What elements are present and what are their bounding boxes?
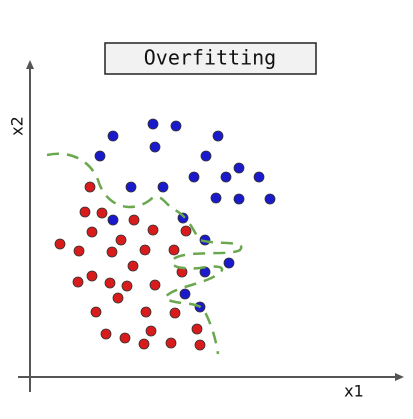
- data-point: [79, 206, 91, 218]
- data-point: [170, 120, 182, 132]
- title-box: [104, 42, 317, 75]
- data-point: [72, 276, 84, 288]
- data-point: [86, 226, 98, 238]
- data-point: [169, 307, 181, 319]
- x-axis-label: x1: [344, 382, 364, 401]
- data-point: [140, 306, 152, 318]
- data-point: [145, 325, 157, 337]
- data-point: [54, 238, 66, 250]
- data-point: [127, 260, 139, 272]
- data-point: [168, 244, 180, 256]
- data-point: [119, 332, 131, 344]
- data-point: [220, 171, 232, 183]
- data-point: [191, 323, 203, 335]
- data-point: [94, 150, 106, 162]
- data-point: [177, 212, 189, 224]
- data-point: [125, 181, 137, 193]
- data-point: [73, 245, 85, 257]
- data-point: [90, 306, 102, 318]
- data-point: [149, 279, 161, 291]
- data-point: [128, 214, 140, 226]
- data-point: [264, 193, 276, 205]
- data-point: [138, 338, 150, 350]
- data-point: [149, 141, 161, 153]
- data-point: [194, 339, 206, 351]
- data-point: [139, 244, 151, 256]
- data-point: [147, 118, 159, 130]
- data-point: [210, 192, 222, 204]
- data-point: [107, 214, 119, 226]
- data-point: [180, 225, 192, 237]
- data-point: [165, 337, 177, 349]
- data-point: [253, 171, 265, 183]
- data-point: [157, 181, 169, 193]
- data-point: [107, 130, 119, 142]
- data-point: [200, 150, 212, 162]
- data-point: [106, 246, 118, 258]
- data-point: [179, 288, 191, 300]
- data-point: [104, 277, 116, 289]
- data-point: [147, 224, 159, 236]
- data-point: [84, 181, 96, 193]
- data-point: [112, 292, 124, 304]
- data-point: [86, 270, 98, 282]
- decision-boundary: [46, 152, 243, 355]
- data-point: [212, 130, 224, 142]
- data-point: [223, 257, 235, 269]
- data-point: [115, 234, 127, 246]
- y-axis-label: x2: [8, 116, 27, 136]
- data-point: [233, 162, 245, 174]
- data-point: [96, 207, 108, 219]
- data-point: [100, 328, 112, 340]
- chart-title: Overfitting: [144, 46, 276, 70]
- data-point: [233, 193, 245, 205]
- data-point: [121, 280, 133, 292]
- data-point: [188, 171, 200, 183]
